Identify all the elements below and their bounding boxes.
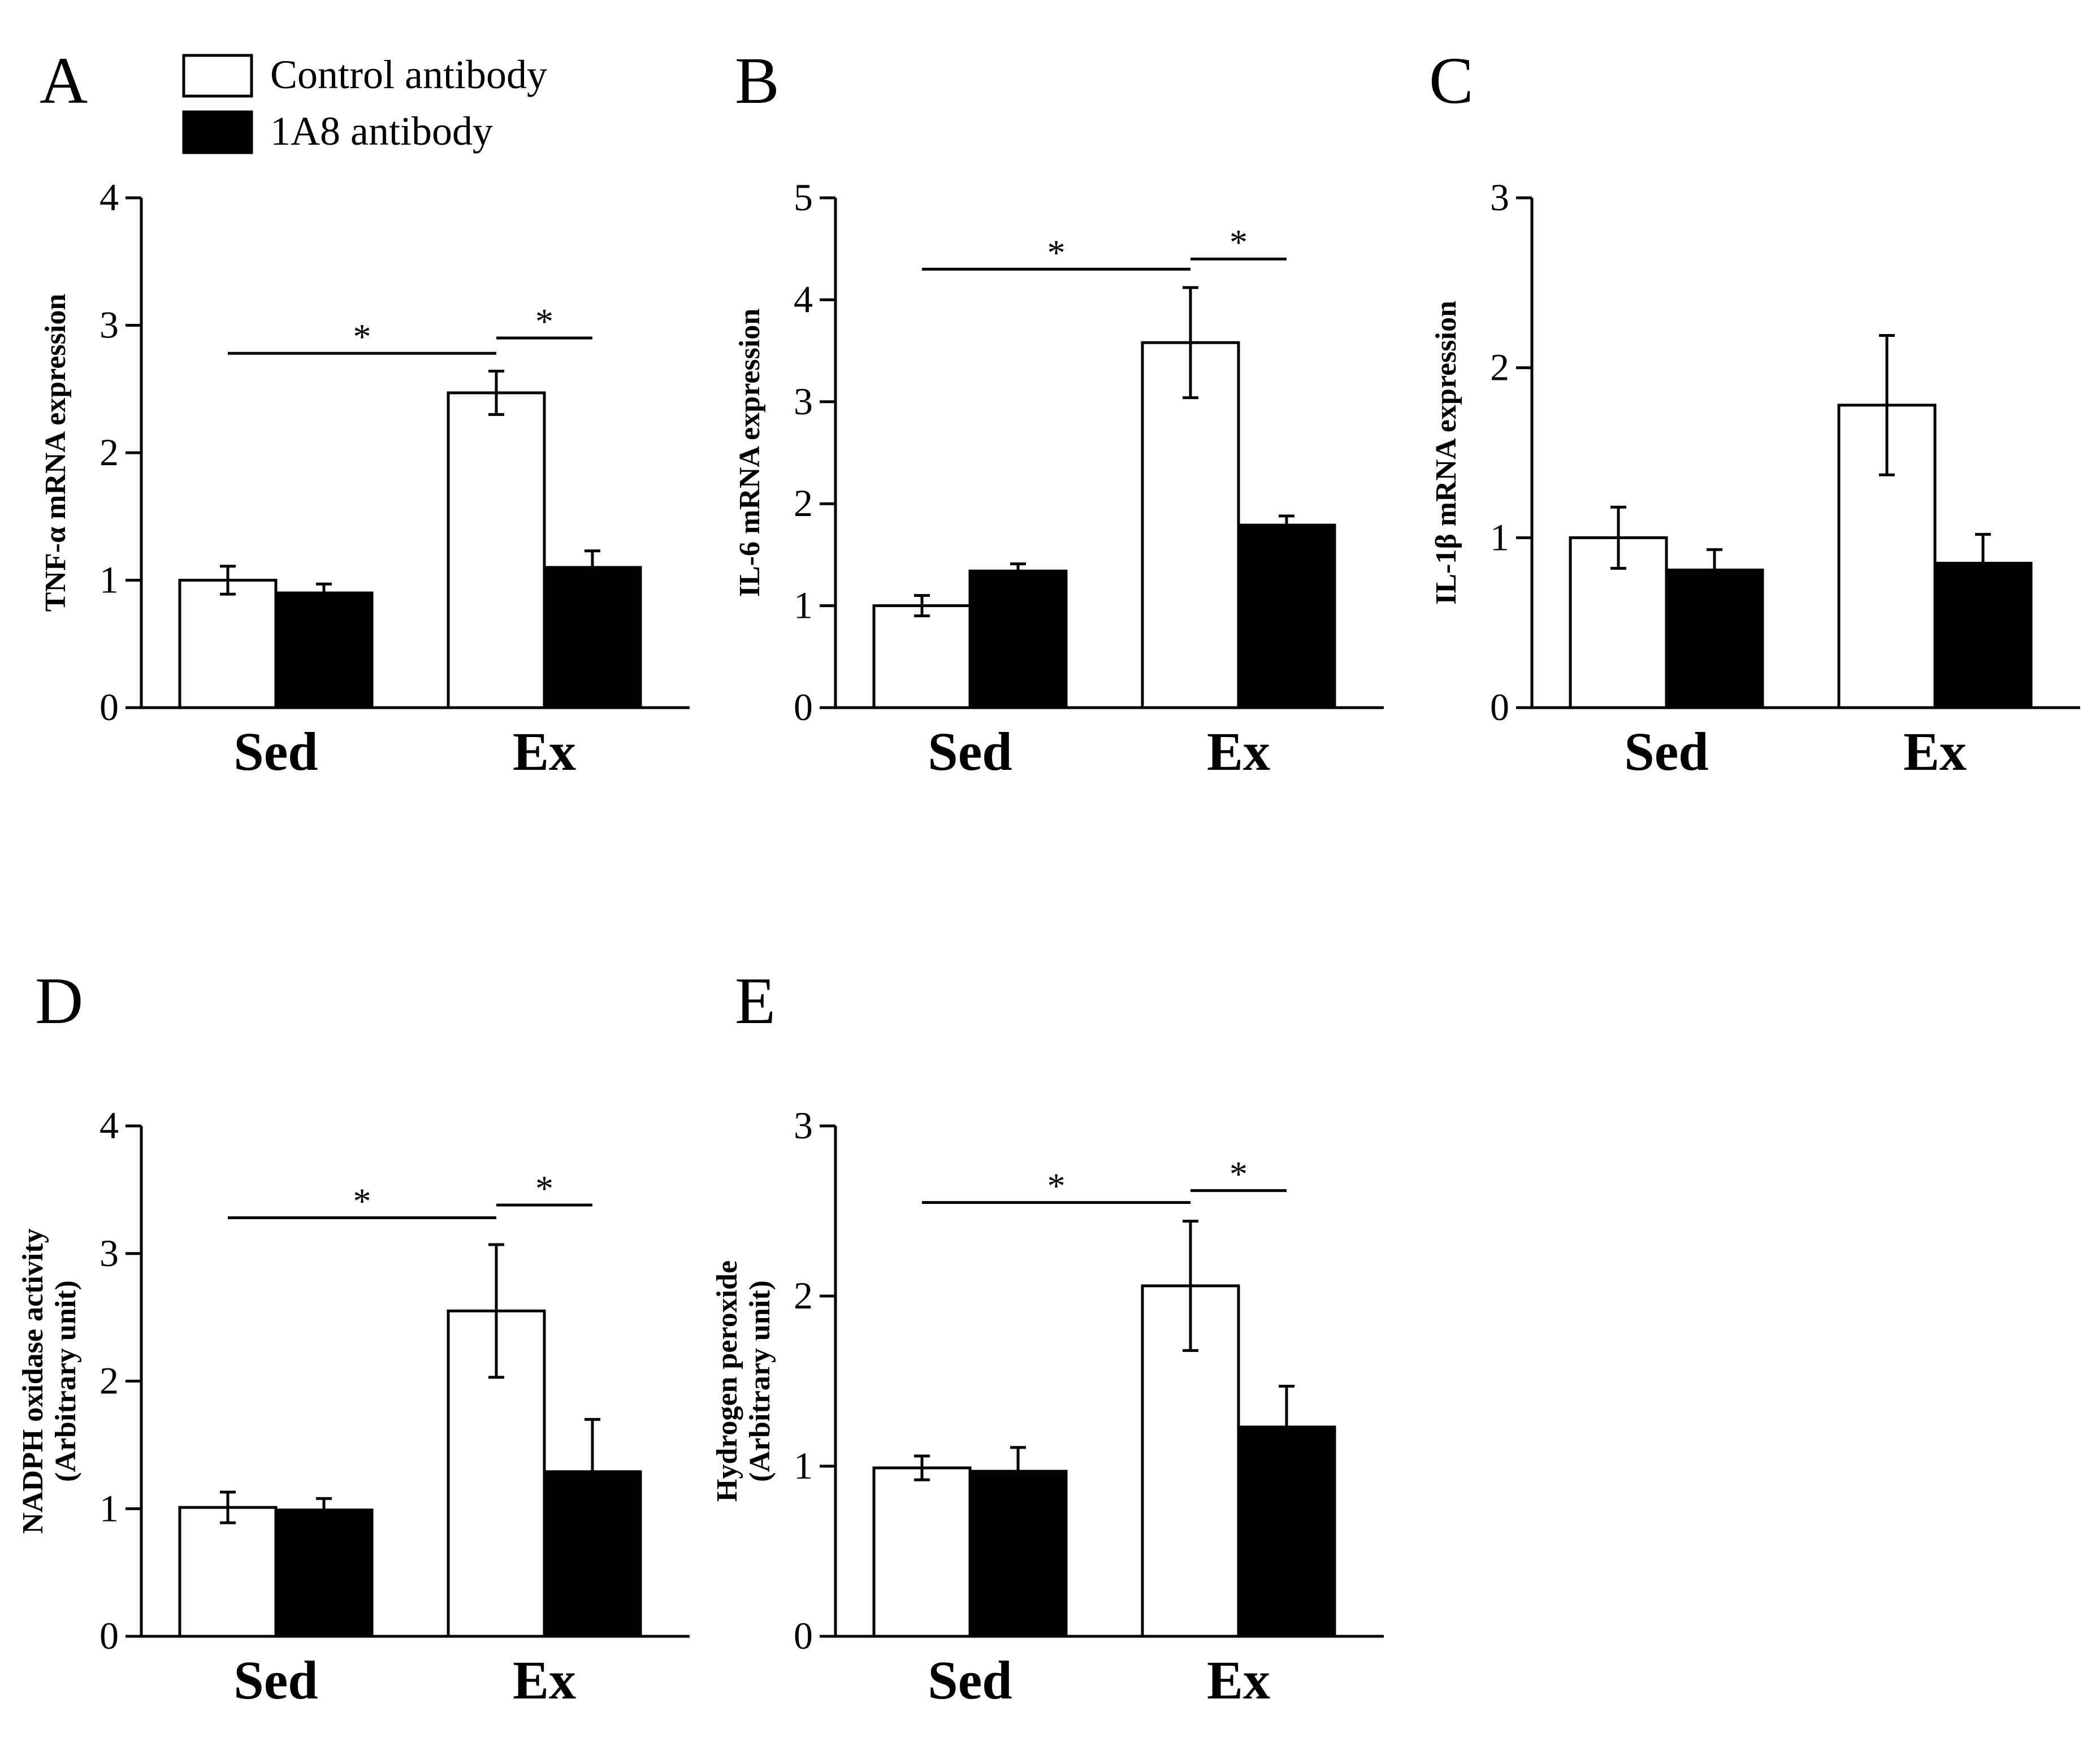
- y-tick-label: 2: [1490, 346, 1509, 389]
- x-category-label: Ex: [1207, 1650, 1270, 1710]
- y-tick-label: 2: [794, 1274, 813, 1317]
- panel-b: B 0 1 2 3 4 5 IL-6 mRNA expression Sed Ex * *: [734, 44, 1384, 782]
- y-tick-label: 3: [794, 1104, 813, 1147]
- x-category-label: Sed: [233, 721, 318, 782]
- panel-letter: D: [35, 964, 83, 1038]
- y-tick-label: 0: [794, 686, 813, 729]
- significance-star: *: [353, 317, 371, 357]
- significance-star: *: [535, 301, 553, 341]
- bar-control-ex: [447, 391, 546, 709]
- panel-letter: A: [40, 44, 88, 118]
- y-tick-label: 3: [99, 304, 119, 346]
- panel-letter: B: [735, 44, 780, 118]
- panel-letter: C: [1429, 44, 1474, 118]
- bar-1a8-sed: [1665, 568, 1764, 709]
- x-category-label: Ex: [1207, 721, 1270, 782]
- legend-label-control: Control antibody: [270, 52, 547, 97]
- x-category-label: Sed: [928, 1650, 1012, 1710]
- y-axis-label: Hydrogen peroxide: [711, 1260, 743, 1502]
- significance-star: *: [1047, 232, 1066, 272]
- x-category-label: Ex: [513, 1650, 576, 1710]
- y-tick-label: 0: [1490, 686, 1509, 729]
- y-tick-label: 2: [99, 1359, 119, 1402]
- panel-d: D 0 1 2 3 4 NADPH oxidase activity (Arbitrary u…: [17, 964, 690, 1710]
- bar-control-sed: [178, 579, 278, 709]
- y-axis-label: (Arbitrary unit): [50, 1280, 82, 1482]
- legend-label-1a8: 1A8 antibody: [270, 109, 493, 154]
- y-axis-label: (Arbitrary unit): [744, 1280, 776, 1482]
- panel-a: A 0 1 2 3 4 TNF-α mRNA expression Sed Ex * *: [40, 44, 690, 782]
- bar-control-sed: [178, 1506, 278, 1638]
- y-tick-label: 2: [99, 431, 119, 474]
- bar-1a8-sed: [274, 591, 374, 709]
- y-tick-label: 0: [99, 686, 119, 729]
- panel-c: C 0 1 2 3 IL-1β mRNA expression Sed Ex: [1429, 44, 2080, 782]
- y-axis-label: IL-1β mRNA expression: [1430, 301, 1462, 605]
- x-category-label: Ex: [1903, 721, 1967, 782]
- y-tick-label: 2: [794, 482, 813, 525]
- bar-control-sed: [872, 1466, 972, 1638]
- x-category-label: Sed: [233, 1650, 318, 1710]
- significance-star: *: [1229, 222, 1248, 262]
- bar-control-sed: [872, 604, 972, 709]
- y-tick-label: 3: [794, 380, 813, 423]
- y-tick-label: 0: [99, 1614, 119, 1657]
- panel-e: E 0 1 2 3 Hydrogen peroxide (Arbitrary unit) Se…: [711, 964, 1384, 1710]
- x-category-label: Sed: [1624, 721, 1708, 782]
- bar-control-ex: [1141, 341, 1240, 709]
- y-tick-label: 5: [794, 176, 813, 219]
- bar-1a8-sed: [274, 1509, 374, 1638]
- bar-1a8-ex: [1237, 523, 1336, 709]
- y-axis-label: NADPH oxidase activity: [17, 1228, 49, 1533]
- y-axis-label: TNF-α mRNA expression: [40, 294, 72, 612]
- bar-1a8-sed: [968, 569, 1068, 709]
- legend-swatch-control: [182, 54, 253, 98]
- bar-1a8-ex: [543, 566, 642, 709]
- y-tick-label: 4: [99, 1104, 119, 1147]
- significance-star: *: [353, 1181, 371, 1221]
- y-tick-label: 4: [794, 278, 813, 320]
- y-tick-label: 1: [1490, 515, 1509, 558]
- y-tick-label: 3: [99, 1232, 119, 1275]
- y-tick-label: 1: [794, 584, 813, 627]
- y-tick-label: 3: [1490, 176, 1509, 219]
- significance-star: *: [535, 1168, 553, 1208]
- y-tick-label: 1: [794, 1444, 813, 1487]
- significance-star: *: [1047, 1165, 1066, 1206]
- y-tick-label: 1: [99, 558, 119, 601]
- legend-swatch-1a8: [182, 110, 253, 154]
- y-tick-label: 4: [99, 176, 119, 219]
- panel-letter: E: [735, 964, 776, 1038]
- panels: A 0 1 2 3 4 TNF-α mRNA expression Sed Ex * * B 0 1 2 3 4…: [17, 44, 2080, 1710]
- y-axis-label: IL-6 mRNA expression: [734, 309, 766, 597]
- legend: Control antibody 1A8 antibody: [182, 52, 547, 154]
- y-tick-label: 1: [99, 1487, 119, 1529]
- x-category-label: Ex: [513, 721, 576, 782]
- x-category-label: Sed: [928, 721, 1012, 782]
- y-tick-label: 0: [794, 1614, 813, 1657]
- significance-star: *: [1229, 1154, 1248, 1194]
